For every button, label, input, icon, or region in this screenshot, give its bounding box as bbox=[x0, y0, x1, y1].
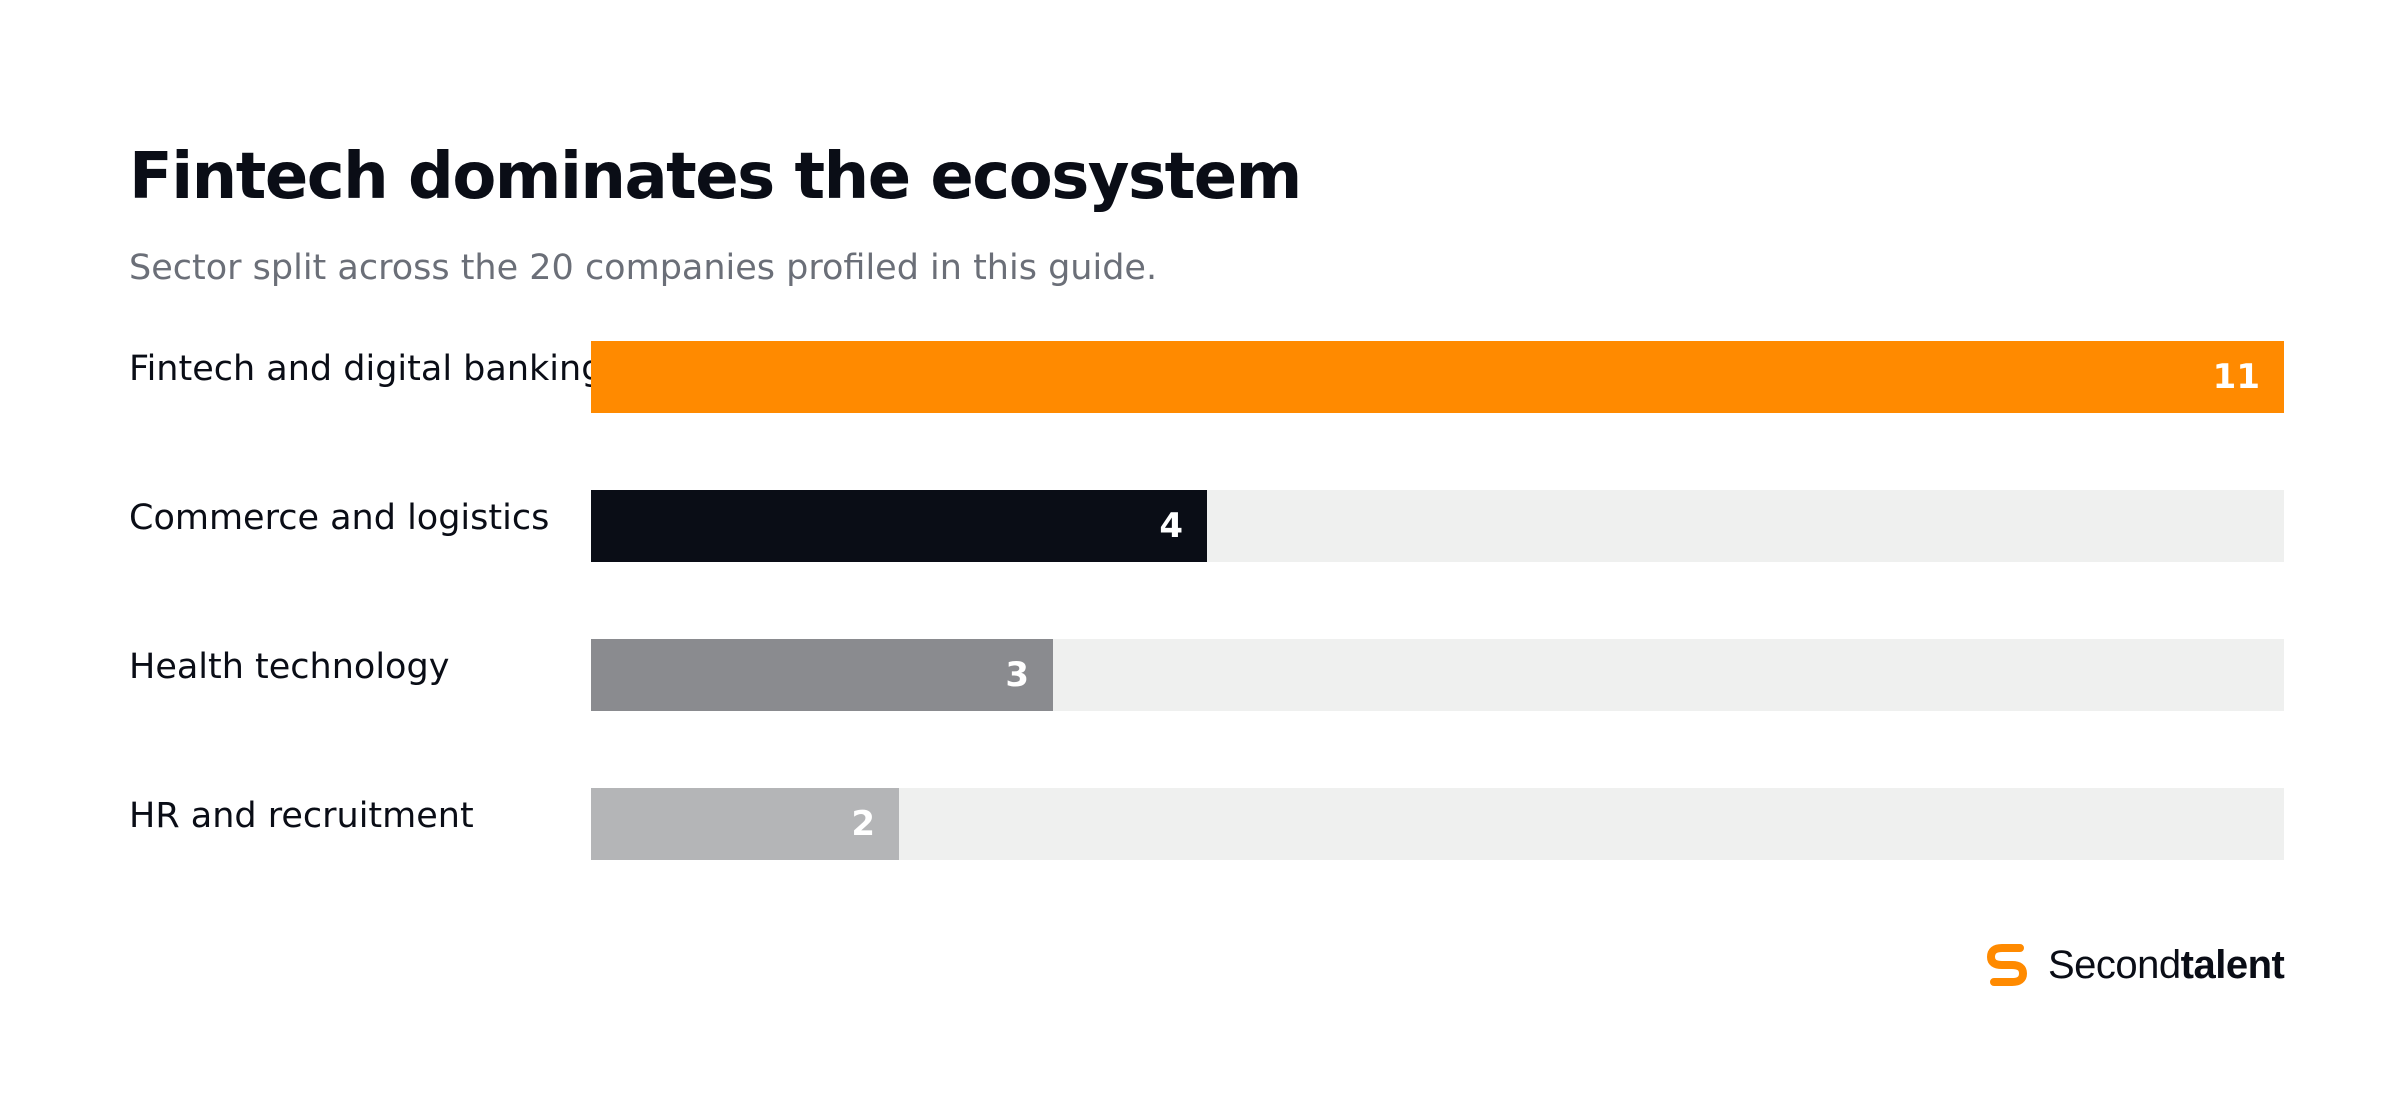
brand-name: Secondtalent bbox=[2048, 942, 2285, 988]
bar-value-label-commerce-and-logistics: 4 bbox=[1159, 506, 1183, 546]
bar-track-health-technology: 3 bbox=[591, 639, 2284, 711]
brand-logo: Secondtalent bbox=[1980, 935, 2285, 995]
bar-hr-and-recruitment bbox=[591, 788, 899, 860]
secondtalent-s-logo-icon bbox=[1980, 938, 2034, 992]
category-label-hr-and-recruitment: HR and recruitment bbox=[129, 796, 474, 836]
chart-title: Fintech dominates the ecosystem bbox=[129, 140, 1302, 214]
bar-value-label-fintech-and-digital-banking: 11 bbox=[2212, 357, 2260, 397]
bar-track-hr-and-recruitment: 2 bbox=[591, 788, 2284, 860]
brand-name-regular: Second bbox=[2048, 942, 2181, 987]
bar-commerce-and-logistics bbox=[591, 490, 1207, 562]
chart-subtitle: Sector split across the 20 companies pro… bbox=[129, 248, 1158, 288]
category-label-fintech-and-digital-banking: Fintech and digital banking bbox=[129, 349, 604, 389]
bar-fintech-and-digital-banking bbox=[591, 341, 2284, 413]
bar-track-fintech-and-digital-banking: 11 bbox=[591, 341, 2284, 413]
brand-name-bold: talent bbox=[2180, 942, 2285, 987]
bar-health-technology bbox=[591, 639, 1053, 711]
bar-value-label-health-technology: 3 bbox=[1005, 655, 1029, 695]
bar-value-label-hr-and-recruitment: 2 bbox=[851, 804, 875, 844]
category-label-commerce-and-logistics: Commerce and logistics bbox=[129, 498, 550, 538]
category-label-health-technology: Health technology bbox=[129, 647, 450, 687]
bar-track-commerce-and-logistics: 4 bbox=[591, 490, 2284, 562]
